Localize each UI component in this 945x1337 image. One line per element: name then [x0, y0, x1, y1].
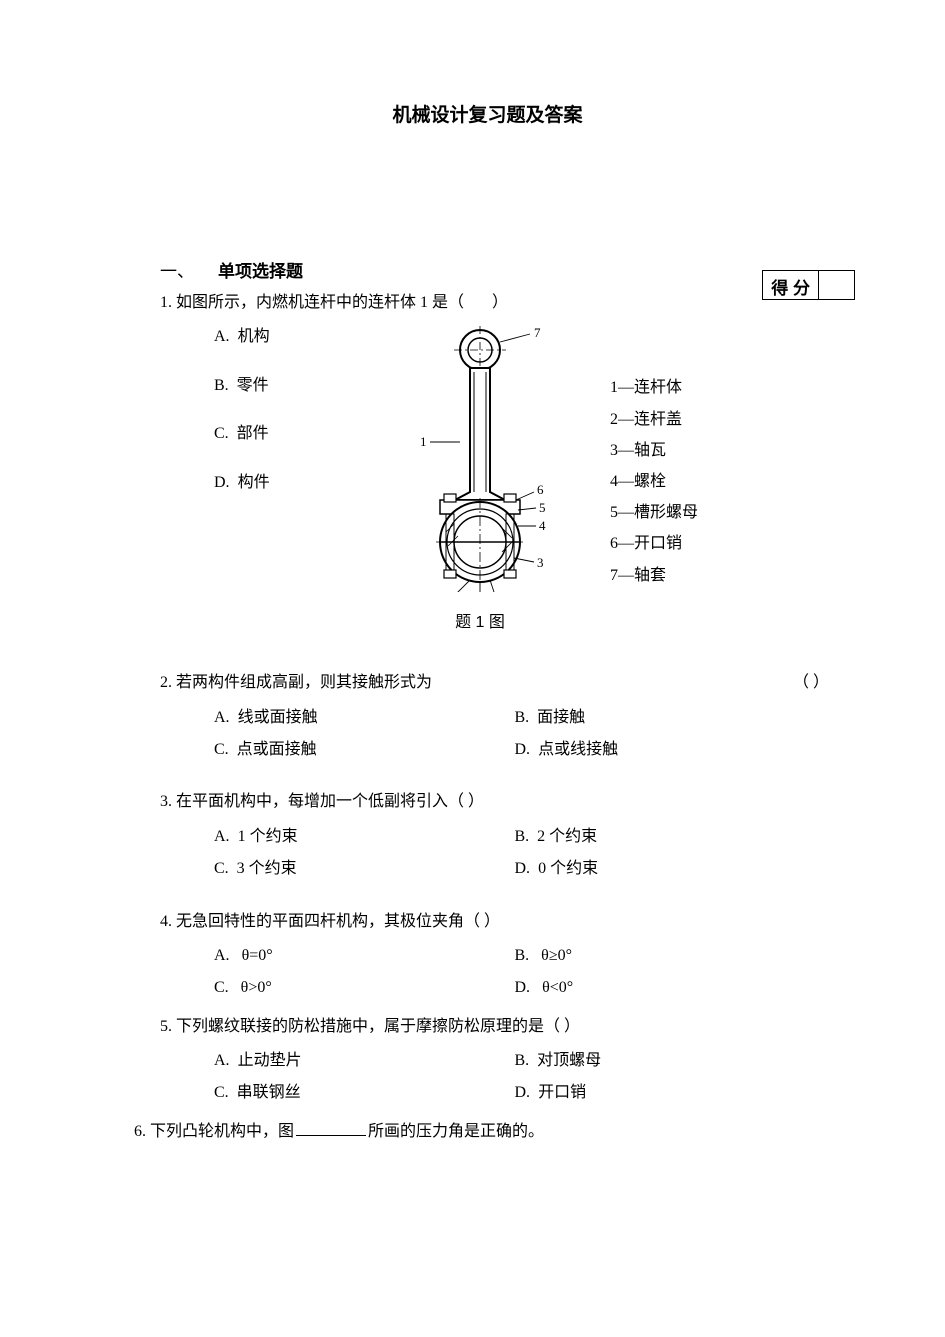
doc-title: 机械设计复习题及答案 [160, 100, 815, 127]
q5-stem: 5. 下列螺纹联接的防松措施中，属于摩擦防松原理的是（ ） [160, 1012, 815, 1042]
q4-options: A. θ=0° B. θ≥0° C. θ>0° D. θ<0° [160, 941, 815, 1006]
q5-opt-b: B.对顶螺母 [515, 1046, 816, 1076]
svg-text:4: 4 [539, 518, 546, 533]
q2-stem: 2. 若两构件组成高副，则其接触形式为 （ ） [160, 668, 815, 698]
section-name: 单项选择题 [218, 262, 303, 281]
q6-blank [296, 1135, 366, 1136]
svg-text:7: 7 [534, 325, 541, 340]
q3-opt-c: C.3 个约束 [214, 854, 515, 884]
q1-caption: 题 1 图 [380, 608, 580, 638]
q3-stem: 3. 在平面机构中，每增加一个低副将引入（ ） [160, 787, 815, 817]
connecting-rod-diagram: 7 1 6 5 4 3 2 [400, 322, 560, 592]
q1-options: A.机构 B.零件 C.部件 D.构件 [160, 322, 350, 638]
q2-opt-a: A.线或面接触 [214, 703, 515, 733]
svg-text:5: 5 [539, 500, 546, 515]
svg-text:6: 6 [537, 482, 544, 497]
q1-stem: 1. 如图所示，内燃机连杆中的连杆体 1 是（ ） [160, 288, 815, 318]
question-1: 1. 如图所示，内燃机连杆中的连杆体 1 是（ ） A.机构 B.零件 C.部件… [160, 288, 815, 638]
q1-opt-a: A.机构 [214, 322, 350, 352]
q1-opt-c: C.部件 [214, 419, 350, 449]
q1-legend: 1—连杆体 2—连杆盖 3—轴瓦 4—螺栓 5—槽形螺母 6—开口销 7—轴套 [610, 322, 815, 638]
score-blank [819, 271, 854, 299]
q5-opt-c: C.串联钢丝 [214, 1078, 515, 1108]
question-6: 6. 下列凸轮机构中，图所画的压力角是正确的。 [134, 1117, 815, 1147]
question-3: 3. 在平面机构中，每增加一个低副将引入（ ） A.1 个约束 B.2 个约束 … [160, 787, 815, 886]
q1-figure: 7 1 6 5 4 3 2 题 1 图 [380, 322, 580, 638]
q1-opt-d: D.构件 [214, 468, 350, 498]
q5-opt-a: A.止动垫片 [214, 1046, 515, 1076]
question-5: 5. 下列螺纹联接的防松措施中，属于摩擦防松原理的是（ ） A.止动垫片 B.对… [160, 1012, 815, 1111]
svg-text:3: 3 [537, 555, 544, 570]
q2-options: A.线或面接触 B.面接触 C.点或面接触 D.点或线接触 [160, 703, 815, 768]
q1-opt-b: B.零件 [214, 371, 350, 401]
q4-opt-b: B. θ≥0° [515, 941, 816, 971]
q4-opt-d: D. θ<0° [515, 973, 816, 1003]
q4-opt-c: C. θ>0° [214, 973, 515, 1003]
q5-opt-d: D.开口销 [515, 1078, 816, 1108]
q3-opt-b: B.2 个约束 [515, 822, 816, 852]
question-4: 4. 无急回特性的平面四杆机构，其极位夹角（ ） A. θ=0° B. θ≥0°… [160, 907, 815, 1006]
q4-stem: 4. 无急回特性的平面四杆机构，其极位夹角（ ） [160, 907, 815, 937]
q5-options: A.止动垫片 B.对顶螺母 C.串联钢丝 D.开口销 [160, 1046, 815, 1111]
svg-text:1: 1 [420, 434, 427, 449]
q2-opt-d: D.点或线接触 [515, 735, 816, 765]
q6-stem: 6. 下列凸轮机构中，图所画的压力角是正确的。 [134, 1117, 815, 1147]
q4-opt-a: A. θ=0° [214, 941, 515, 971]
section-heading: 一、 单项选择题 [160, 257, 815, 282]
q2-opt-b: B.面接触 [515, 703, 816, 733]
q3-options: A.1 个约束 B.2 个约束 C.3 个约束 D.0 个约束 [160, 822, 815, 887]
question-2: 2. 若两构件组成高副，则其接触形式为 （ ） A.线或面接触 B.面接触 C.… [160, 668, 815, 767]
q3-opt-d: D.0 个约束 [515, 854, 816, 884]
section-number: 一、 [160, 262, 194, 281]
q2-opt-c: C.点或面接触 [214, 735, 515, 765]
q3-opt-a: A.1 个约束 [214, 822, 515, 852]
